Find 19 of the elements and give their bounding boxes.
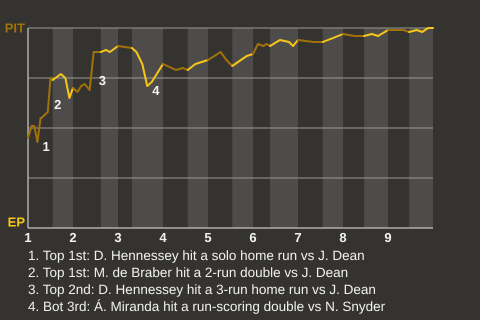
text: 4. Bot 3rd: Á. Miranda hit a run-scoring double vs N. Snyder bbox=[28, 299, 386, 314]
x-tick-label: 3 bbox=[114, 230, 122, 245]
x-tick-label: 6 bbox=[249, 230, 257, 245]
x-tick-label: 5 bbox=[204, 230, 212, 245]
annotation: 1 bbox=[42, 139, 50, 154]
x-tick-label: 8 bbox=[339, 230, 347, 245]
x-tick-label: 2 bbox=[69, 230, 77, 245]
text: PIT bbox=[4, 20, 26, 36]
x-tick-label: 9 bbox=[384, 230, 392, 245]
text: 2. Top 1st: M. de Braber hit a 2-run double vs J. Dean bbox=[28, 265, 348, 280]
annotation: 2 bbox=[54, 97, 62, 112]
x-tick-label: 4 bbox=[159, 230, 168, 245]
text: 1. Top 1st: D. Hennessey hit a solo home run vs J. Dean bbox=[28, 248, 365, 263]
annotation: 3 bbox=[98, 73, 106, 88]
x-tick-label: 7 bbox=[294, 230, 302, 245]
text: EP bbox=[8, 214, 26, 230]
x-tick-label: 1 bbox=[24, 230, 32, 245]
annotation: 4 bbox=[152, 83, 160, 98]
text: 3. Top 2nd: D. Hennessey hit a 3-run home run vs J. Dean bbox=[28, 282, 376, 297]
